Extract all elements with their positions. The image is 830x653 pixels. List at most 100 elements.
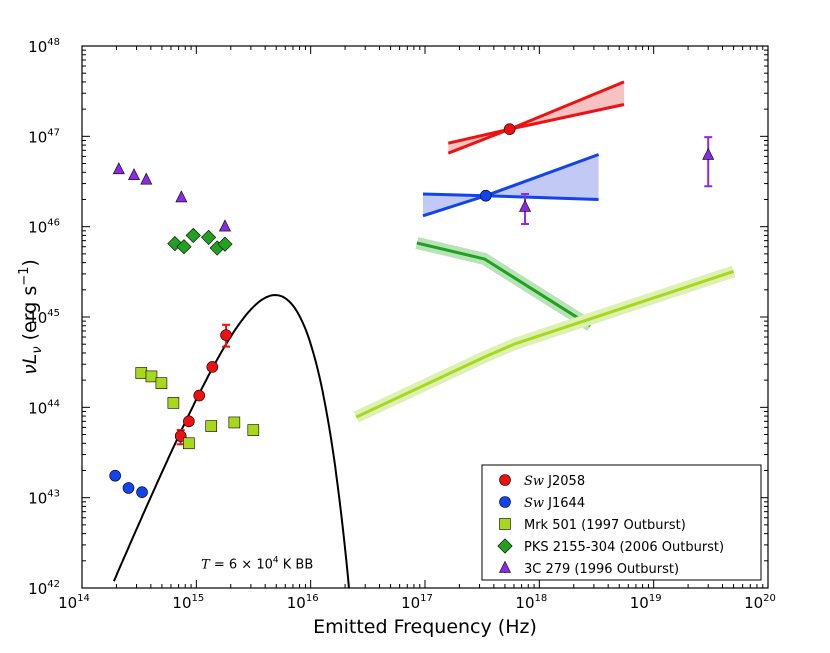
blackbody-annotation: T = 6 × 104 K BB (201, 555, 313, 572)
data-point-circle (220, 329, 232, 341)
legend-marker-circle (499, 474, 511, 486)
legend-label: Sw J1644 (524, 496, 585, 511)
data-point-circle (206, 361, 219, 373)
data-point-circle (193, 389, 206, 402)
y-label-nuL: νL (19, 354, 41, 375)
legend-label-text: 3C 279 (1996 Outburst) (524, 562, 679, 577)
axis-ticks (81, 45, 769, 589)
data-point-square (205, 420, 218, 432)
x-tick-exp: 19 (649, 593, 662, 604)
x-axis-label: Emitted Frequency (Hz) (313, 616, 537, 638)
data-point-triangle (128, 168, 140, 181)
data-point-square (145, 370, 158, 383)
y-tick-exp: 46 (47, 218, 60, 229)
y-label-exp: −1 (17, 267, 32, 286)
data-point-circle (109, 469, 121, 482)
y-tick-exp: 44 (47, 398, 60, 409)
y-tick-exp: 43 (47, 489, 60, 500)
annot-value: = 6 × 10 (210, 557, 273, 572)
blackbody-curve (112, 293, 350, 588)
legend-label-text: Mrk 501 (1997 Outburst) (524, 518, 686, 533)
x-tick-base: 10 (630, 594, 649, 612)
y-tick-exp: 47 (47, 127, 60, 138)
y-tick-base: 10 (28, 128, 47, 146)
legend-marker-triangle (499, 560, 511, 573)
x-tick-base: 10 (515, 594, 534, 612)
data-point-triangle (140, 172, 153, 185)
y-label-close: ) (19, 259, 41, 266)
x-tick-label: 1014 (58, 593, 90, 612)
line-layer (353, 237, 736, 423)
legend-marker-circle (499, 496, 511, 508)
y-tick-exp: 48 (47, 37, 60, 48)
y-tick-base: 10 (28, 580, 47, 598)
data-point-square (183, 437, 195, 450)
x-tick-label: 1020 (744, 593, 776, 612)
legend-label-italic: Sw (524, 474, 544, 489)
data-point-square (247, 424, 260, 436)
data-point-circle (479, 189, 492, 202)
data-point-circle (183, 415, 195, 428)
points-layer (109, 123, 715, 498)
x-tick-label: 1018 (515, 593, 547, 612)
data-point-triangle (519, 199, 532, 212)
x-tick-exp: 15 (192, 593, 205, 604)
data-point-triangle (218, 219, 231, 232)
y-tick-label: 1045 (28, 308, 60, 327)
y-tick-label: 1046 (28, 218, 60, 237)
x-tick-exp: 14 (77, 593, 90, 604)
blackbody-layer (112, 293, 350, 588)
y-tick-base: 10 (28, 309, 47, 327)
data-point-diamond (176, 239, 192, 255)
slope-band-upper-line (447, 80, 625, 145)
y-tick-exp: 45 (47, 308, 60, 319)
x-tick-label: 1019 (630, 593, 662, 612)
spectrum-line (355, 269, 735, 419)
data-point-triangle (175, 190, 188, 203)
legend-label-text: J1644 (544, 496, 585, 511)
y-tick-label: 1048 (28, 37, 60, 56)
data-point-diamond (201, 229, 217, 246)
data-point-square (135, 367, 148, 379)
data-point-circle (136, 486, 148, 498)
data-point-triangle (702, 147, 715, 160)
slope-band-lower-line (447, 103, 625, 155)
x-tick-exp: 17 (420, 593, 433, 604)
legend-label-italic: Sw (524, 496, 544, 511)
x-tick-label: 1016 (287, 593, 319, 612)
data-point-diamond (217, 236, 233, 252)
legend-label: PKS 2155-304 (2006 Outburst) (524, 540, 724, 555)
x-tick-exp: 18 (535, 593, 548, 604)
legend-label: Sw J2058 (524, 474, 585, 489)
y-tick-base: 10 (28, 399, 47, 417)
x-tick-exp: 16 (306, 593, 319, 604)
legend-box (481, 464, 762, 581)
legend-label: Mrk 501 (1997 Outburst) (524, 518, 686, 533)
x-tick-base: 10 (287, 594, 306, 612)
x-tick-base: 10 (172, 594, 191, 612)
legend-marker-square (499, 518, 511, 530)
annot-unit: K BB (279, 557, 314, 572)
x-tick-exp: 20 (763, 593, 776, 604)
spectrum-uncertainty-band (415, 237, 594, 331)
data-point-diamond (185, 227, 201, 243)
x-tick-base: 10 (58, 594, 77, 612)
y-tick-base: 10 (28, 490, 47, 508)
legend-label: 3C 279 (1996 Outburst) (524, 562, 679, 577)
data-point-square (155, 377, 168, 389)
data-point-triangle (112, 162, 125, 175)
y-tick-label: 1043 (28, 489, 60, 508)
y-tick-base: 10 (28, 38, 47, 56)
data-point-circle (122, 482, 135, 494)
x-tick-base: 10 (401, 594, 420, 612)
legend-label-text: PKS 2155-304 (2006 Outburst) (524, 540, 724, 555)
y-tick-label: 1042 (28, 579, 60, 598)
x-tick-label: 1017 (401, 593, 433, 612)
y-label-units: (erg s (19, 286, 41, 347)
band-layer (422, 80, 625, 218)
x-tick-label: 1015 (172, 593, 204, 612)
legend-marker-diamond (497, 538, 513, 554)
